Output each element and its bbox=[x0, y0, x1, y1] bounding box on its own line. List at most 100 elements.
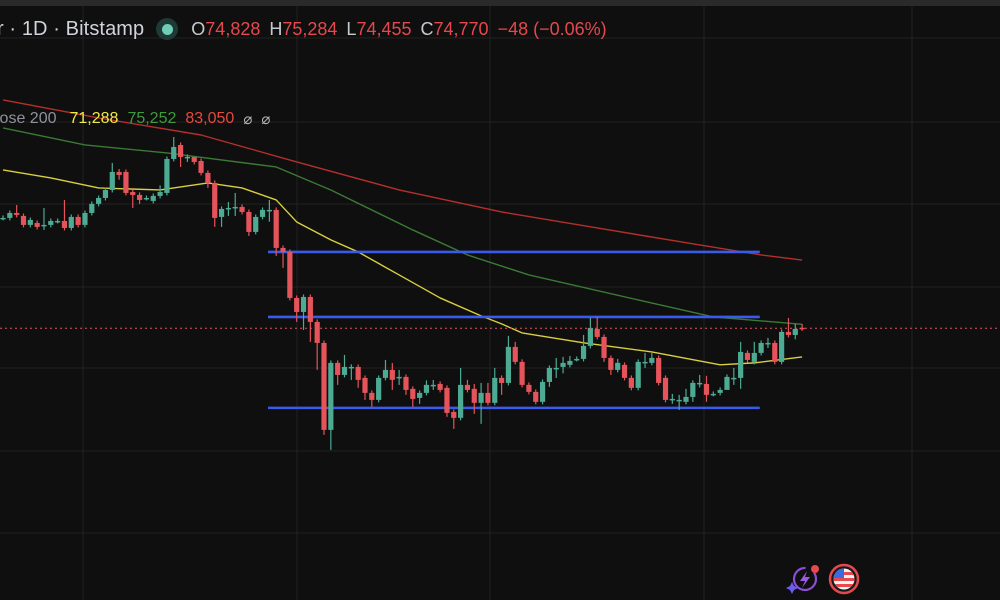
candle bbox=[615, 358, 621, 373]
candle-body bbox=[553, 367, 559, 370]
indicator-legend[interactable]: lose 200 71,288 75,252 83,050 ⌀ ⌀ bbox=[0, 110, 279, 128]
candle-body bbox=[403, 376, 409, 390]
candle-body bbox=[287, 251, 293, 298]
candle-body bbox=[348, 366, 354, 369]
candle bbox=[212, 180, 218, 227]
moving-average-line bbox=[2, 169, 803, 366]
candle-body bbox=[218, 208, 225, 217]
candle-body bbox=[109, 171, 115, 190]
candle bbox=[34, 220, 40, 230]
candle-body bbox=[765, 342, 771, 345]
candle-body bbox=[731, 377, 737, 380]
candle bbox=[567, 355, 573, 368]
candle bbox=[574, 356, 580, 362]
candle-body bbox=[785, 331, 792, 335]
moving-average-line bbox=[2, 127, 803, 325]
candle bbox=[55, 218, 61, 224]
candle-body bbox=[498, 377, 505, 383]
candle bbox=[300, 294, 307, 330]
candle-body bbox=[628, 377, 634, 388]
candle bbox=[533, 389, 539, 405]
candle bbox=[498, 375, 505, 395]
candle bbox=[157, 185, 163, 199]
candle bbox=[150, 193, 156, 204]
candle-body bbox=[656, 357, 662, 383]
candle bbox=[765, 337, 771, 348]
candle bbox=[27, 217, 33, 228]
open-label: O bbox=[191, 18, 206, 39]
na-value: ⌀ bbox=[261, 111, 271, 128]
candle bbox=[0, 215, 6, 221]
candle bbox=[362, 375, 368, 400]
candle-body bbox=[608, 357, 614, 370]
candle bbox=[321, 340, 327, 435]
candle bbox=[779, 329, 785, 365]
symbol-info[interactable]: r · 1D · Bitstamp bbox=[0, 17, 145, 40]
candle-body bbox=[676, 399, 682, 402]
candle bbox=[7, 210, 13, 221]
candle bbox=[396, 369, 402, 385]
candle-body bbox=[396, 376, 402, 379]
ohlc-values: O 74,828 H 75,284 L 74,455 C 74,770 −48 (−0.… bbox=[191, 19, 606, 40]
candle bbox=[621, 362, 628, 381]
candle-body bbox=[96, 197, 102, 204]
candle bbox=[492, 367, 498, 406]
candle-body bbox=[505, 346, 512, 383]
candle-body bbox=[171, 146, 177, 159]
candle bbox=[697, 374, 703, 388]
us-flag-icon[interactable] bbox=[828, 563, 860, 595]
top-toolbar-edge bbox=[0, 0, 1000, 6]
candle-body bbox=[61, 220, 68, 228]
candle-body bbox=[335, 362, 341, 375]
candle-body bbox=[0, 217, 6, 220]
candle-body bbox=[341, 366, 348, 375]
candle-body bbox=[772, 342, 778, 362]
candle bbox=[143, 195, 150, 201]
candle-body bbox=[307, 296, 313, 322]
market-status-icon[interactable] bbox=[156, 18, 179, 40]
candle-body bbox=[68, 216, 74, 228]
candle bbox=[41, 207, 47, 230]
candle-body bbox=[669, 398, 675, 401]
candle-body bbox=[717, 389, 723, 393]
candle bbox=[656, 355, 662, 386]
candle bbox=[690, 380, 696, 402]
candle-body bbox=[533, 391, 539, 402]
ma100-value: 75,252 bbox=[127, 110, 177, 127]
candle-body bbox=[417, 392, 423, 398]
candle bbox=[20, 213, 27, 228]
candle-body bbox=[143, 197, 150, 200]
candle-body bbox=[451, 411, 457, 418]
candle-body bbox=[253, 216, 259, 232]
candle bbox=[266, 199, 272, 222]
candle-body bbox=[212, 182, 218, 218]
candle-body bbox=[587, 327, 593, 346]
candle bbox=[96, 195, 102, 207]
candle bbox=[376, 375, 382, 403]
candle-body bbox=[594, 328, 600, 337]
candle-body bbox=[102, 189, 109, 198]
candle-body bbox=[239, 206, 245, 212]
candle bbox=[751, 341, 757, 365]
candle bbox=[662, 375, 669, 403]
candle bbox=[369, 390, 375, 407]
candle bbox=[137, 192, 143, 204]
candle-body bbox=[321, 342, 327, 430]
candle bbox=[703, 375, 710, 402]
candle-body bbox=[697, 382, 703, 385]
candle bbox=[259, 207, 266, 220]
candle bbox=[478, 382, 484, 424]
low-value: 74,455 bbox=[356, 18, 412, 39]
candle bbox=[519, 359, 525, 388]
candle bbox=[184, 154, 191, 162]
close-value: 74,770 bbox=[433, 18, 489, 39]
lightning-sparkle-icon[interactable] bbox=[786, 564, 822, 594]
candle-body bbox=[519, 361, 525, 385]
horizontal-levels[interactable] bbox=[268, 250, 760, 410]
candle-body bbox=[184, 156, 191, 159]
change-value: −48 (−0.06%) bbox=[497, 18, 607, 39]
candle bbox=[546, 365, 552, 387]
candle bbox=[116, 168, 122, 180]
candle bbox=[410, 386, 416, 407]
